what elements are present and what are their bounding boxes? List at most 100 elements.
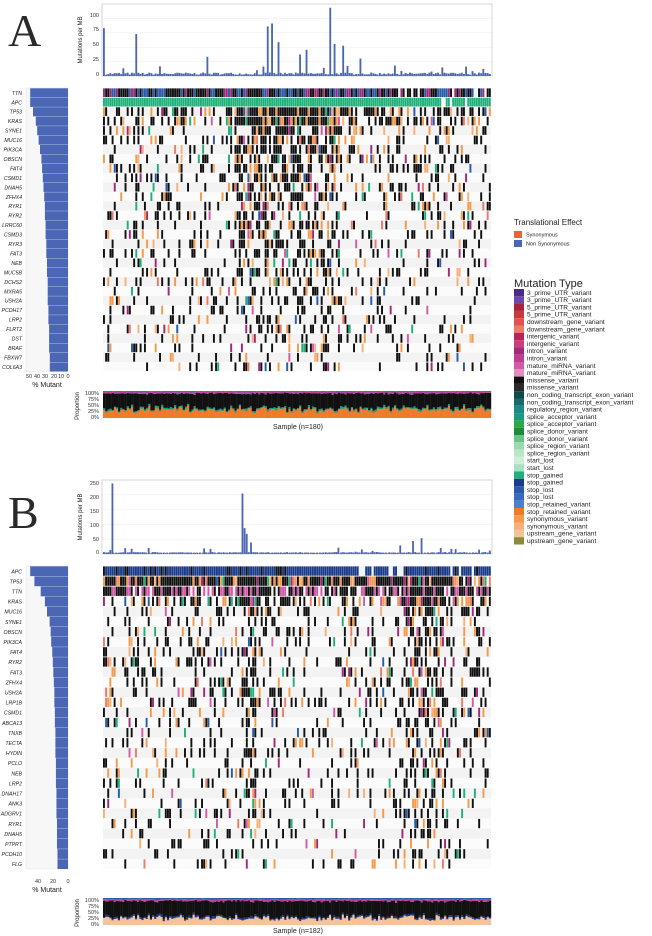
oncoplot-cell	[324, 627, 327, 637]
gene-label: RYR1	[8, 204, 22, 210]
oncoplot-cell	[177, 839, 180, 849]
oncoplot-cell	[124, 657, 127, 667]
oncoplot-cell	[258, 315, 261, 324]
oncoplot-cell	[249, 192, 252, 201]
oncoplot-cell	[299, 154, 302, 164]
oncoplot-cell	[378, 839, 380, 849]
oncoplot-cell	[354, 637, 357, 647]
oncoplot-cell	[462, 88, 465, 98]
oncoplot-cell	[150, 267, 153, 277]
oncoplot-cell	[254, 728, 257, 738]
pct-mutant-bar	[33, 107, 68, 117]
oncoplot-cell	[388, 657, 391, 667]
oncoplot-cell	[277, 315, 280, 324]
oncoplot-cell	[412, 798, 415, 808]
oncoplot-cell	[164, 586, 167, 596]
oncoplot-cell	[471, 606, 474, 617]
oncoplot-cell	[452, 220, 455, 230]
oncoplot-cell	[262, 126, 265, 135]
oncoplot-cell	[277, 687, 280, 697]
oncoplot-cell	[149, 697, 152, 707]
oncoplot-cell	[333, 164, 336, 173]
oncoplot-cell	[174, 277, 177, 287]
tmb-bar	[130, 548, 133, 554]
type-legend-item: start_lost	[527, 465, 554, 472]
oncoplot-cell	[312, 286, 315, 296]
tmb-bar	[311, 552, 314, 554]
oncoplot-cell	[299, 107, 302, 116]
oncoplot-cell	[443, 107, 446, 116]
oncoplot-cell	[433, 788, 436, 798]
oncoplot-cell	[361, 182, 364, 192]
oncoplot-cell	[128, 126, 131, 135]
oncoplot-cell	[299, 126, 302, 135]
oncoplot-cell	[143, 324, 146, 334]
oncoplot-cell	[238, 211, 241, 220]
oncoplot-cell	[225, 296, 228, 305]
oncoplot-cell	[452, 637, 455, 647]
oncoplot-cell	[137, 566, 140, 576]
oncoplot-cell	[282, 566, 284, 576]
type-legend-item: 5_prime_UTR_variant	[527, 312, 592, 319]
oncoplot-cell	[198, 576, 201, 586]
oncoplot-cell	[322, 249, 325, 258]
oncoplot-cell	[186, 586, 189, 596]
oncoplot-cell	[258, 107, 261, 116]
oncoplot-cell	[401, 758, 404, 768]
oncoplot-cell	[288, 334, 291, 343]
tmb-bar	[264, 72, 267, 76]
oncoplot-cell	[427, 839, 429, 849]
oncoplot-cell	[348, 126, 351, 135]
pct-mutant-bar	[34, 576, 68, 587]
oncoplot-cell	[150, 88, 153, 98]
oncoplot-cell	[467, 596, 470, 606]
oncoplot-cell	[135, 220, 138, 230]
oncoplot-cell	[277, 677, 280, 687]
oncoplot-cell	[312, 220, 315, 230]
oncoplot-cell	[236, 182, 239, 192]
oncoplot-cell	[273, 596, 276, 606]
panel-letter-a: A	[8, 5, 41, 56]
oncoplot-cell	[133, 126, 136, 135]
tmb-bar	[152, 74, 155, 76]
oncoplot-cell	[260, 839, 263, 849]
tmb-bar	[335, 73, 338, 76]
oncoplot-cell	[213, 707, 216, 718]
oncoplot-cell	[484, 586, 487, 596]
oncoplot-cell	[327, 239, 330, 249]
oncoplot-cell	[237, 566, 240, 576]
oncoplot-cell	[126, 586, 129, 596]
pct-b-xlabel: % Mutant	[32, 887, 62, 894]
oncoplot-cell	[154, 258, 157, 268]
oncoplot-cell	[325, 107, 327, 116]
pct-mutant-bar	[56, 818, 68, 829]
oncoplot-cell	[113, 182, 116, 192]
oncoplot-cell	[240, 230, 243, 239]
oncoplot-cell	[467, 267, 470, 277]
oncoplot-cell	[297, 164, 299, 173]
oncoplot-cell	[380, 606, 383, 617]
oncoplot-cell	[260, 164, 263, 173]
oncoplot-cell	[238, 353, 241, 362]
oncoplot-cell	[236, 267, 239, 277]
oncoplot-cell	[141, 566, 144, 576]
oncoplot-cell	[235, 627, 238, 637]
oncoplot-cell	[173, 566, 176, 576]
oncoplot-cell	[429, 566, 432, 576]
oncoplot-cell	[297, 97, 299, 107]
oncoplot-cell	[286, 637, 289, 647]
oncoplot-cell	[189, 154, 192, 164]
pct-mutant-bar	[56, 798, 68, 809]
oncoplot-cell	[139, 164, 142, 173]
oncoplot-cell	[414, 647, 417, 657]
oncoplot-cell	[448, 637, 451, 647]
oncoplot-cell	[390, 637, 393, 647]
oncoplot-cell	[240, 305, 243, 315]
oncoplot-cell	[297, 778, 299, 788]
oncoplot-cell	[367, 768, 370, 778]
oncoplot-cell	[484, 768, 487, 778]
oncoplot-cell	[177, 687, 180, 697]
oncoplot-cell	[309, 296, 312, 305]
oncoplot-cell	[230, 768, 233, 778]
